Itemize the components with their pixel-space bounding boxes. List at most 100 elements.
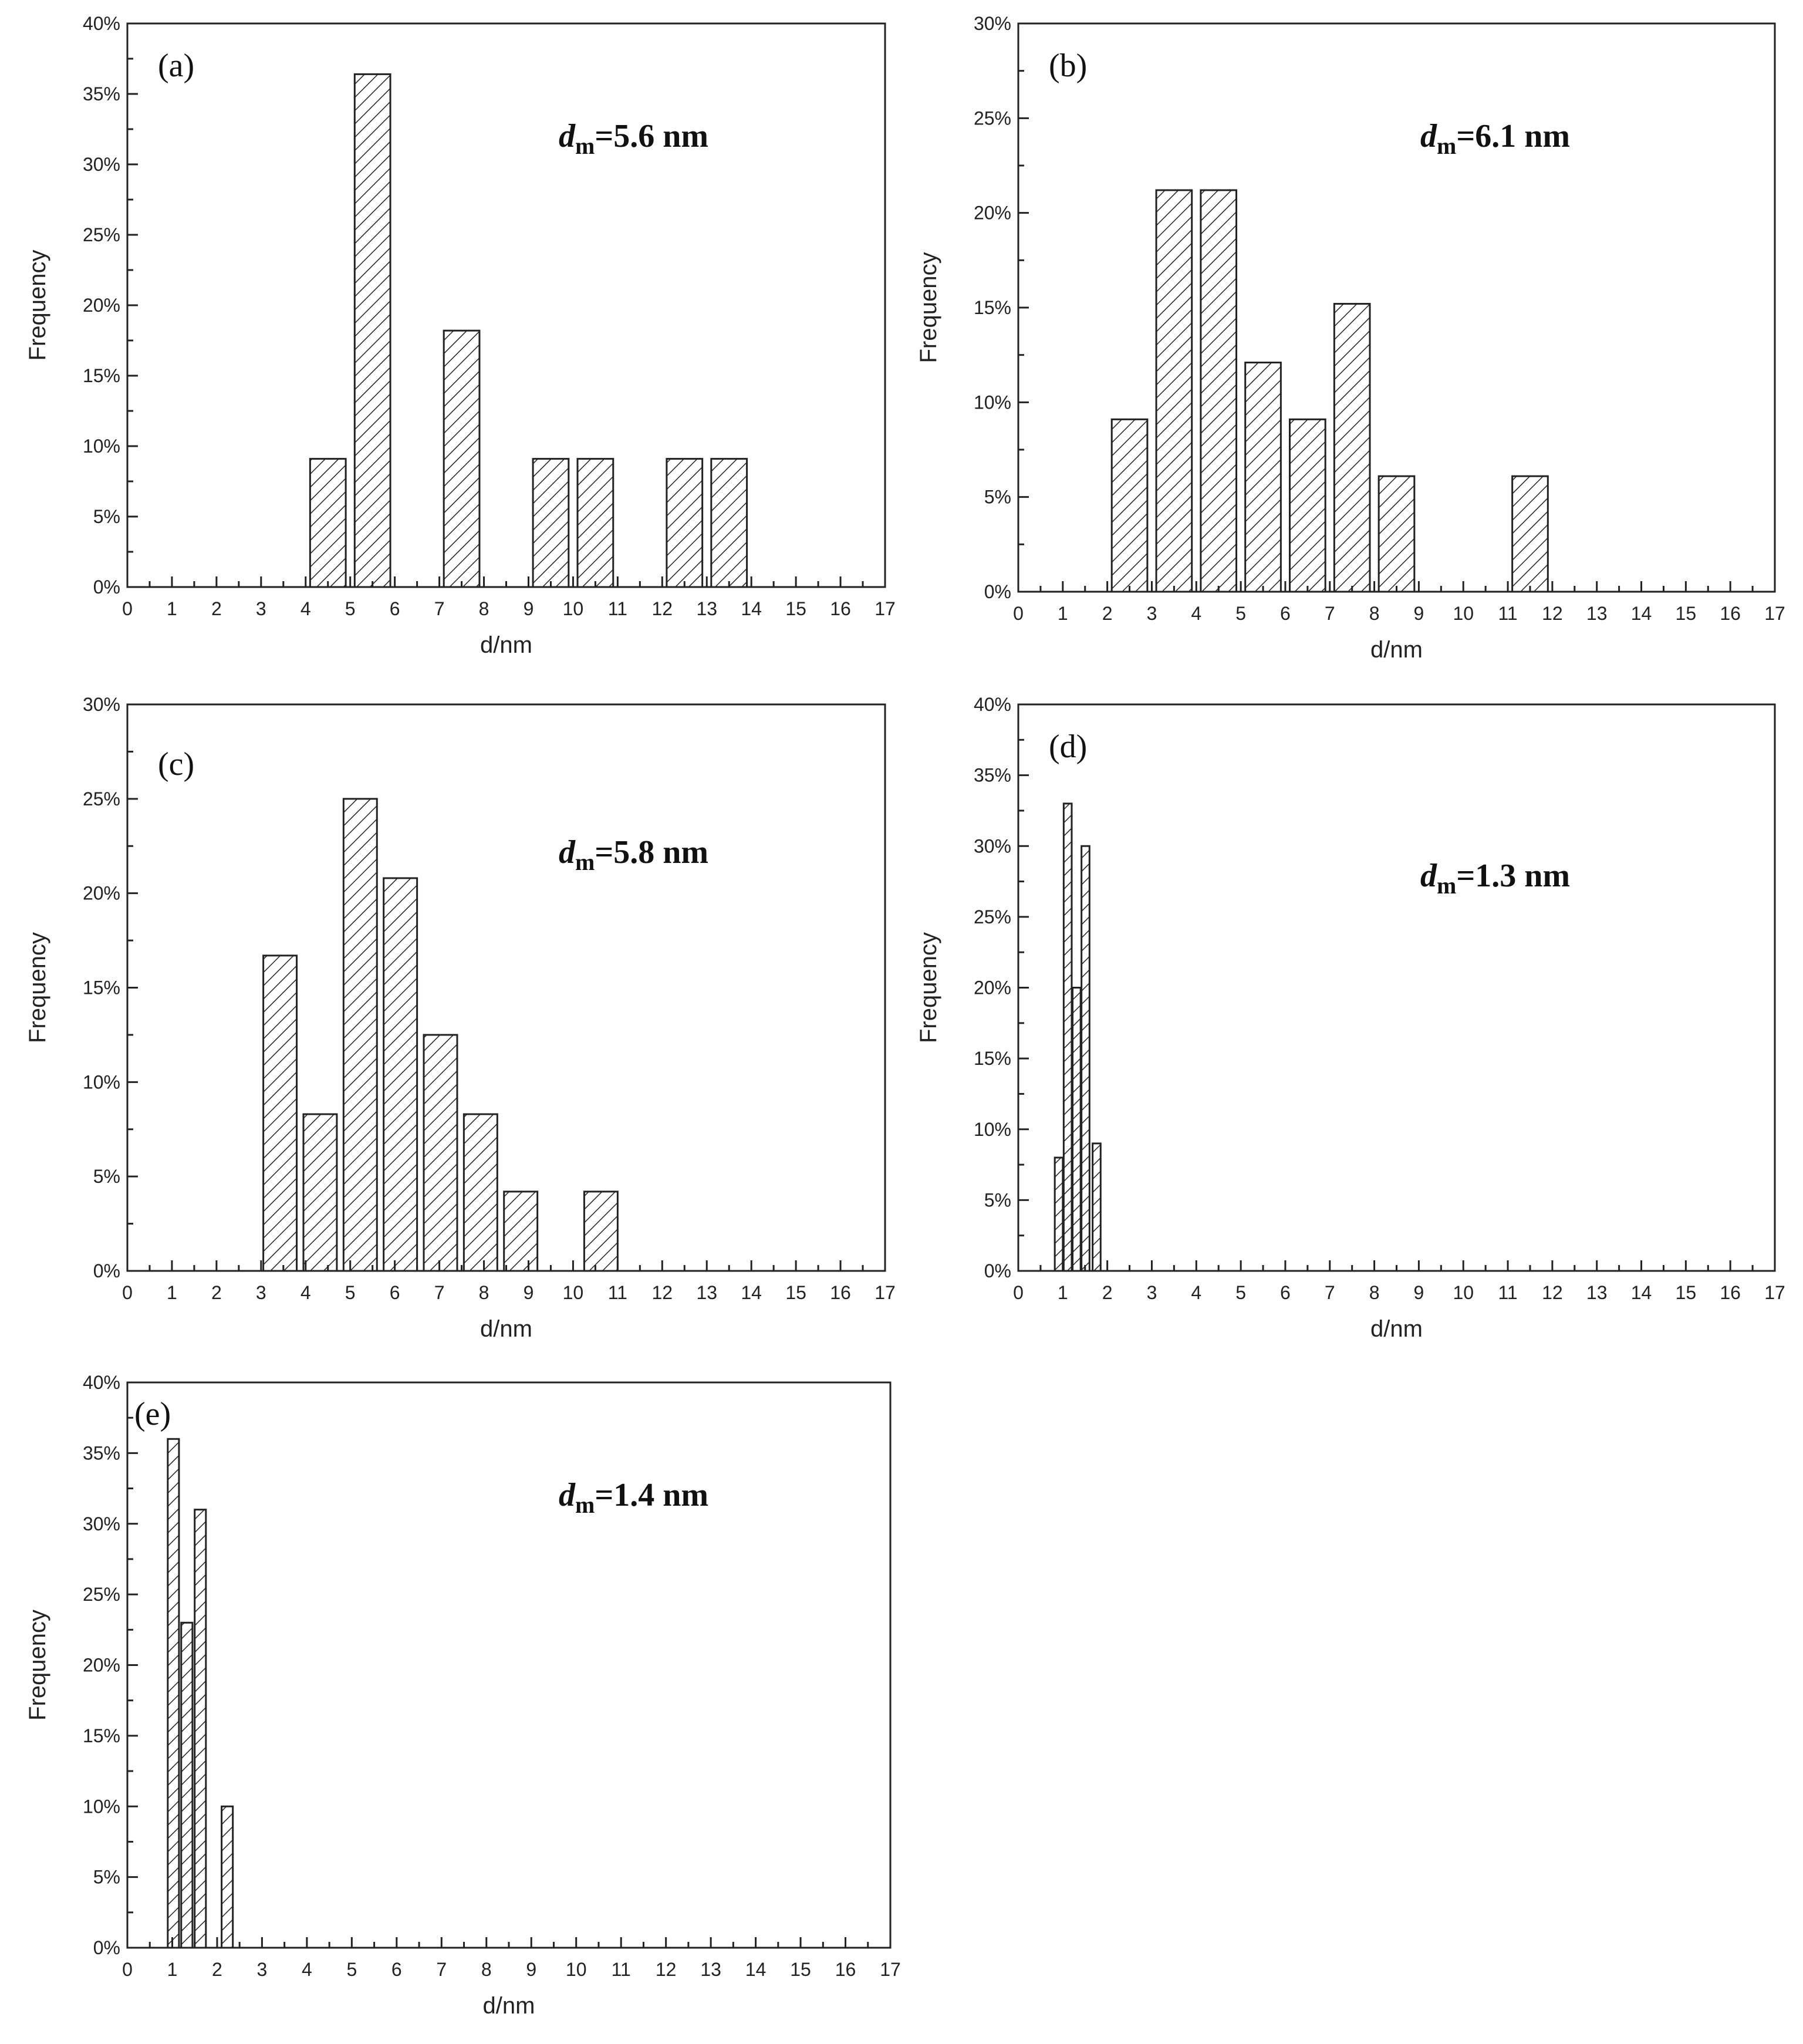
x-tick-label: 0 bbox=[122, 1959, 133, 1980]
x-tick-label: 8 bbox=[479, 1282, 489, 1303]
x-tick-label: 3 bbox=[256, 1282, 266, 1303]
x-tick-label: 2 bbox=[211, 1282, 222, 1303]
x-tick-label: 4 bbox=[1191, 1282, 1201, 1303]
x-tick-label: 15 bbox=[785, 1282, 806, 1303]
x-tick-label: 12 bbox=[1542, 1282, 1563, 1303]
x-tick-label: 7 bbox=[1325, 1282, 1335, 1303]
y-tick-label: 35% bbox=[83, 83, 120, 104]
x-tick-label: 14 bbox=[741, 1282, 762, 1303]
y-tick-label: 25% bbox=[974, 107, 1011, 129]
x-tick-label: 11 bbox=[608, 598, 627, 619]
annotation-value: =5.6 nm bbox=[595, 118, 708, 154]
y-tick-label: 35% bbox=[974, 765, 1011, 786]
y-tick-label: 15% bbox=[974, 297, 1011, 318]
x-tick-label: 17 bbox=[1764, 1282, 1785, 1303]
plot-frame bbox=[126, 1381, 892, 1949]
bar bbox=[221, 1805, 234, 1949]
y-tick-label: 20% bbox=[83, 295, 120, 316]
bar bbox=[1377, 475, 1416, 593]
x-tick-label: 12 bbox=[656, 1959, 677, 1980]
x-tick-label: 6 bbox=[1280, 603, 1291, 624]
bar bbox=[583, 1190, 619, 1272]
y-tick-label: 15% bbox=[974, 1048, 1011, 1069]
bar bbox=[1072, 987, 1082, 1272]
y-tick-label: 40% bbox=[83, 1372, 120, 1393]
bar bbox=[353, 73, 391, 588]
x-tick-label: 0 bbox=[122, 598, 133, 619]
x-tick-label: 12 bbox=[651, 598, 673, 619]
x-tick-label: 12 bbox=[1542, 603, 1563, 624]
y-tick-label: 10% bbox=[83, 436, 120, 457]
x-tick-label: 17 bbox=[875, 598, 896, 619]
x-tick-label: 4 bbox=[1191, 603, 1201, 624]
x-tick-label: 5 bbox=[346, 1959, 357, 1980]
annotation-value: =5.8 nm bbox=[595, 834, 708, 871]
chart-panel-b: 0 1 2 3 4 5 6 7 8 9 10 11 12 13 14 15 16 170%5%10%15%20%2… bbox=[916, 13, 1785, 663]
plot-frame bbox=[126, 703, 886, 1272]
x-tick-label: 1 bbox=[1058, 1282, 1068, 1303]
x-tick-label: 15 bbox=[790, 1959, 811, 1980]
y-tick-label: 30% bbox=[83, 694, 120, 715]
x-tick-label: 1 bbox=[167, 1959, 178, 1980]
x-tick-label: 15 bbox=[785, 598, 806, 619]
bar bbox=[1200, 189, 1238, 593]
x-tick-label: 7 bbox=[434, 1282, 445, 1303]
y-tick-label: 0% bbox=[93, 576, 120, 598]
bar bbox=[1289, 418, 1326, 593]
x-tick-label: 11 bbox=[608, 1282, 627, 1303]
bar bbox=[1092, 1142, 1102, 1272]
x-tick-label: 0 bbox=[122, 1282, 133, 1303]
bar bbox=[383, 877, 418, 1272]
y-axis-title: Frequency bbox=[25, 250, 50, 361]
plot-frame bbox=[126, 22, 886, 588]
y-tick-label: 5% bbox=[93, 1166, 120, 1187]
annotation-subscript: m bbox=[575, 133, 595, 159]
x-tick-label: 5 bbox=[1235, 603, 1246, 624]
y-tick-label: 15% bbox=[83, 365, 120, 386]
y-tick-label: 20% bbox=[83, 1655, 120, 1676]
chart-panel-d: 0 1 2 3 4 5 6 7 8 9 10 11 12 13 14 15 16 170%5%10%15%20%2… bbox=[916, 694, 1785, 1342]
y-tick-label: 20% bbox=[974, 203, 1011, 224]
x-axis-title: d/nm bbox=[1370, 637, 1423, 663]
x-tick-label: 6 bbox=[390, 598, 400, 619]
x-tick-label: 10 bbox=[566, 1959, 587, 1980]
x-tick-label: 8 bbox=[481, 1959, 492, 1980]
x-tick-label: 14 bbox=[1631, 603, 1652, 624]
x-tick-label: 16 bbox=[830, 1282, 851, 1303]
bar bbox=[1333, 303, 1371, 593]
y-tick-label: 5% bbox=[93, 1867, 120, 1888]
y-tick-label: 25% bbox=[974, 906, 1011, 927]
panel-label: (e) bbox=[134, 1396, 171, 1432]
annotation-subscript: m bbox=[575, 849, 595, 875]
bar bbox=[576, 458, 614, 588]
x-tick-label: 6 bbox=[391, 1959, 402, 1980]
x-tick-label: 9 bbox=[526, 1959, 536, 1980]
x-tick-label: 15 bbox=[1676, 1282, 1697, 1303]
plot-frame bbox=[1017, 703, 1776, 1272]
annotation-variable: d bbox=[559, 834, 576, 871]
y-tick-label: 20% bbox=[83, 883, 120, 904]
mean-diameter-annotation: dm=5.6 nm bbox=[559, 118, 708, 159]
x-tick-label: 16 bbox=[835, 1959, 856, 1980]
x-tick-label: 7 bbox=[436, 1959, 447, 1980]
x-tick-label: 9 bbox=[524, 598, 534, 619]
x-axis-title: d/nm bbox=[1370, 1316, 1423, 1342]
x-tick-label: 3 bbox=[1147, 1282, 1157, 1303]
y-tick-label: 0% bbox=[93, 1937, 120, 1958]
x-tick-label: 3 bbox=[1147, 603, 1157, 624]
y-tick-label: 5% bbox=[93, 506, 120, 527]
x-tick-label: 11 bbox=[1498, 1282, 1517, 1303]
x-tick-label: 2 bbox=[211, 598, 222, 619]
x-tick-label: 14 bbox=[745, 1959, 767, 1980]
y-tick-label: 5% bbox=[984, 487, 1011, 508]
bar bbox=[443, 329, 481, 588]
mean-diameter-annotation: dm=1.3 nm bbox=[1420, 858, 1570, 899]
x-axis-title: d/nm bbox=[480, 1316, 532, 1342]
y-tick-label: 35% bbox=[83, 1442, 120, 1463]
x-tick-label: 16 bbox=[1720, 603, 1741, 624]
y-tick-label: 0% bbox=[93, 1260, 120, 1281]
x-axis-title: d/nm bbox=[483, 1993, 535, 2019]
annotation-value: =1.3 nm bbox=[1456, 858, 1570, 894]
bar bbox=[1244, 362, 1282, 593]
x-tick-label: 1 bbox=[167, 598, 177, 619]
